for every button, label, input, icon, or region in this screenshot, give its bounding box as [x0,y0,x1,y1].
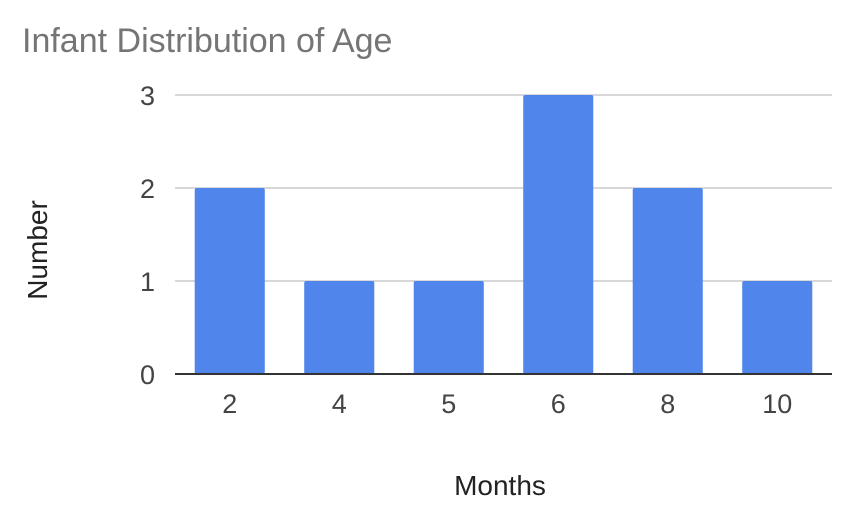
bar-2 [194,188,265,374]
bar-10 [742,281,813,374]
x-tick-label: 8 [660,389,675,419]
y-axis-ticks: 0 1 2 3 [140,81,155,390]
y-tick-label: 0 [140,360,155,390]
y-tick-label: 1 [140,267,155,297]
gridlines [175,94,832,282]
y-tick-label: 3 [140,81,155,111]
y-tick-label: 2 [140,174,155,204]
x-axis-label: Months [454,470,546,501]
x-tick-label: 10 [762,389,792,419]
bar-6 [523,95,594,374]
y-axis-label: Number [22,200,53,300]
bar-8 [632,188,703,374]
x-tick-label: 6 [551,389,566,419]
x-tick-label: 4 [332,389,347,419]
bars [194,95,813,374]
bar-5 [413,281,484,374]
x-tick-label: 2 [222,389,237,419]
x-tick-label: 5 [441,389,456,419]
x-axis-ticks: 2 4 5 6 8 10 [222,389,792,419]
chart-title: Infant Distribution of Age [22,22,392,60]
bar-4 [304,281,375,374]
